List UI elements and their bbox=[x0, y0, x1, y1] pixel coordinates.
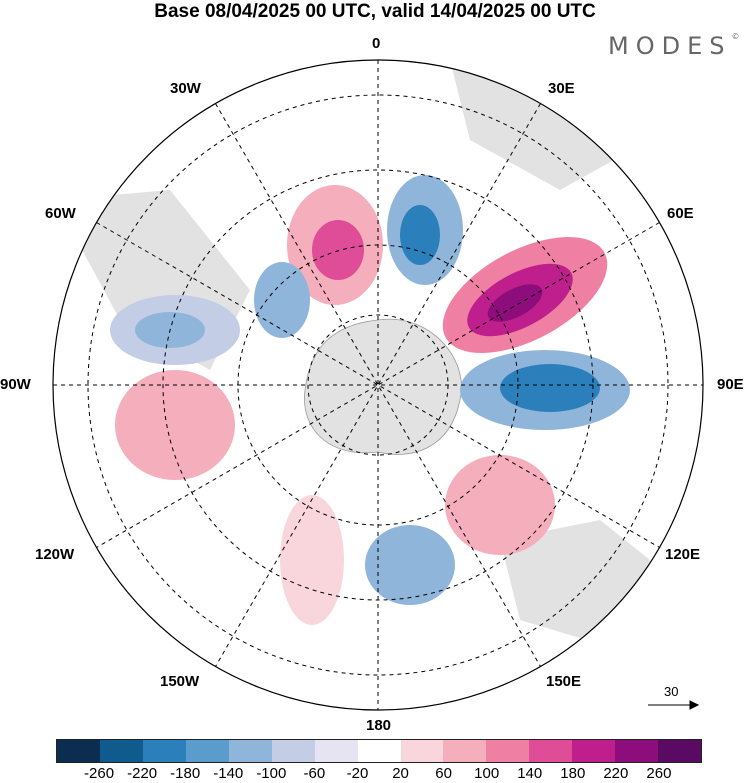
colorbar-swatch bbox=[443, 740, 487, 762]
anomaly-positive-140e bbox=[445, 455, 555, 555]
lon-label-30e: 30E bbox=[548, 80, 575, 97]
modes-logo: MODES© bbox=[608, 32, 740, 60]
vector-scale-label: 30 bbox=[664, 684, 679, 699]
land-antarctica bbox=[304, 318, 462, 455]
lon-label-120e: 120E bbox=[665, 546, 701, 563]
colorbar-tick-label: 140 bbox=[517, 765, 543, 782]
lon-label-90w: 90W bbox=[0, 376, 31, 393]
colorbar-tick-label: -100 bbox=[256, 765, 287, 782]
lon-label-0: 0 bbox=[372, 35, 381, 52]
colorbar-swatch bbox=[486, 740, 530, 762]
colorbar-swatch bbox=[185, 740, 229, 762]
colorbar-tick-label: 180 bbox=[560, 765, 586, 782]
colorbar-tick-label: 20 bbox=[392, 765, 409, 782]
colorbar bbox=[56, 739, 702, 763]
colorbar-swatch bbox=[658, 740, 702, 762]
colorbar-swatch bbox=[99, 740, 143, 762]
lon-label-150e: 150E bbox=[546, 673, 582, 690]
anomaly-negative-170e bbox=[365, 525, 455, 605]
lon-label-60e: 60E bbox=[667, 205, 694, 222]
colorbar-swatch bbox=[615, 740, 659, 762]
colorbar-tick-label: 260 bbox=[646, 765, 672, 782]
polar-map bbox=[52, 59, 704, 711]
lon-label-90e: 90E bbox=[717, 376, 744, 393]
colorbar-swatch bbox=[57, 740, 100, 762]
colorbar-tick-label: -220 bbox=[127, 765, 158, 782]
reference-vector bbox=[648, 700, 700, 710]
map-title: Base 08/04/2025 00 UTC, valid 14/04/2025… bbox=[154, 1, 596, 22]
anomaly-positive-100w bbox=[115, 370, 235, 480]
anomaly-positive-160w bbox=[280, 495, 344, 625]
colorbar-tick-label: -60 bbox=[303, 765, 326, 782]
lon-label-60w: 60W bbox=[45, 205, 76, 222]
colorbar-tick-label: 100 bbox=[474, 765, 500, 782]
lon-label-150w: 150W bbox=[160, 673, 200, 690]
lon-label-30w: 30W bbox=[170, 80, 201, 97]
colorbar-swatch bbox=[572, 740, 616, 762]
anomaly-negative-40w bbox=[254, 262, 310, 338]
map-boundary bbox=[52, 59, 704, 711]
colorbar-tick-label: 60 bbox=[435, 765, 452, 782]
colorbar-tick-label: -260 bbox=[84, 765, 115, 782]
colorbar-swatch bbox=[142, 740, 186, 762]
colorbar-swatch bbox=[357, 740, 401, 762]
colorbar-tick-label: -140 bbox=[213, 765, 244, 782]
colorbar-swatch bbox=[529, 740, 573, 762]
colorbar-swatch bbox=[271, 740, 315, 762]
lon-label-180: 180 bbox=[366, 717, 392, 734]
colorbar-swatch bbox=[314, 740, 358, 762]
colorbar-tick-labels: -260 -220 -180 -140 -100 -60 -20 20 60 100 140 180 2… bbox=[56, 765, 702, 783]
colorbar-swatch bbox=[228, 740, 272, 762]
colorbar-swatch bbox=[400, 740, 444, 762]
colorbar-tick-label: 220 bbox=[603, 765, 629, 782]
colorbar-tick-label: -180 bbox=[170, 765, 201, 782]
lon-label-120w: 120W bbox=[35, 546, 75, 563]
graticule bbox=[53, 60, 703, 710]
colorbar-tick-label: -20 bbox=[346, 765, 369, 782]
